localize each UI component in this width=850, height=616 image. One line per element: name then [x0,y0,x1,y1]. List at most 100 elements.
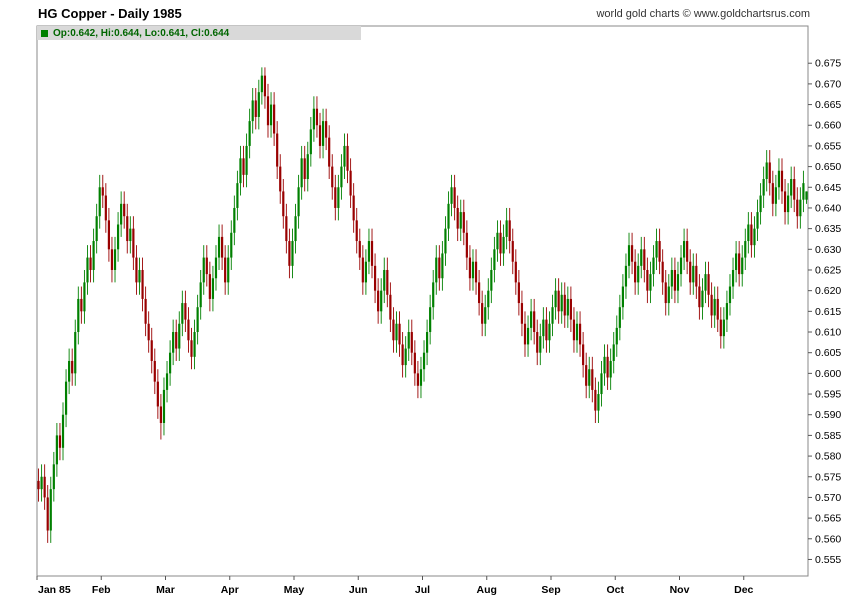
candle-body-down [511,241,514,262]
y-axis-label: 0.595 [815,389,841,401]
candle-body-down [536,332,539,353]
candle-body-up [168,352,172,374]
candle-body-down [156,381,159,407]
candle-body-up [419,369,423,386]
candle-body-up [450,187,453,204]
candle-body-up [380,290,383,312]
candle-body-down [373,265,377,291]
page-title: HG Copper - Daily 1985 [38,6,182,21]
candle-body-up [291,241,294,266]
candle-body-up [116,224,120,250]
y-axis-label: 0.610 [815,327,841,339]
candle-body-up [309,129,312,155]
candle-body-up [493,249,496,270]
candle-body-up [193,332,196,357]
candle-body-down [578,323,582,345]
candle-body-up [55,435,58,465]
candle-body-up [799,199,802,217]
candle-body-down [346,145,349,171]
candle-body-up [395,323,398,341]
candle-body-down [563,294,566,316]
candle-body-up [83,282,86,312]
candle-body-up [230,232,233,258]
candle-body-up [343,145,346,167]
candle-body-up [637,265,640,283]
x-axis-label: Aug [477,584,497,596]
candle-body-up [787,195,790,213]
candle-body-up [560,294,563,312]
candle-body-up [496,232,499,250]
candle-body-down [334,187,337,208]
candle-body-down [144,298,147,324]
y-axis-label: 0.635 [815,223,841,235]
candle-body-up [444,228,447,254]
candle-body-down [456,207,459,229]
candle-body-up [300,158,303,188]
candle-body-down [141,269,144,299]
candle-body-up [765,162,768,180]
y-axis-label: 0.590 [815,409,841,421]
candle-body-down [594,389,597,411]
candle-body-up [52,464,55,490]
candle-body-down [184,303,187,320]
candle-body-up [214,257,218,279]
candle-body-up [667,286,670,304]
candle-body-up [649,274,652,291]
legend-ohlc-text: Op:0.642, Hi:0.644, Lo:0.641, Cl:0.644 [53,27,230,39]
candle-body-up [704,274,707,291]
candle-body-down [557,290,560,312]
x-axis-label: Oct [606,584,624,596]
candle-body-down [689,261,692,283]
candle-body-down [276,133,279,167]
candle-body-up [199,282,202,308]
candle-body-down [478,282,481,304]
x-axis-label: May [284,584,305,596]
y-axis-label: 0.675 [815,58,841,70]
candle-body-down [318,125,322,146]
candle-body-up [575,323,579,341]
candle-body-down [221,236,224,258]
candle-body-up [251,100,254,122]
candle-body-down [401,344,404,366]
candle-body-up [790,179,793,196]
candle-body-up [618,307,621,328]
candle-body-down [303,158,306,180]
candle-body-up [731,269,735,287]
candle-body-up [548,323,551,341]
candle-body-up [530,311,533,328]
y-axis-label: 0.615 [815,306,841,318]
watermark-text: world gold charts © www.goldchartsrus.co… [596,8,810,20]
candle-body-down [719,319,722,337]
x-axis-label: Feb [92,584,111,596]
candle-body-up [432,282,435,308]
candle-body-down [135,257,138,283]
candle-body-down [468,257,472,279]
legend-marker-icon [41,29,48,37]
candle-body-up [425,332,429,353]
candle-body-down [358,241,361,258]
candle-body-up [539,336,542,353]
candle-body-down [517,282,520,304]
candle-body-down [132,228,135,258]
candle-body-down [355,220,358,242]
candle-body-down [315,108,319,126]
y-axis-label: 0.640 [815,202,841,214]
candle-body-down [150,340,153,361]
candle-body-down [46,497,49,531]
candle-body-up [178,323,181,349]
candle-body-up [490,269,493,291]
candle-body-up [321,121,325,146]
candle-body-up [682,241,686,258]
candle-body-up [294,216,297,242]
candle-body-down [716,298,719,320]
candle-body-up [129,228,132,242]
candle-body-up [756,212,759,229]
candle-body-up [64,381,68,415]
candle-body-up [312,108,315,130]
candle-body-up [260,75,263,93]
y-axis-label: 0.660 [815,120,841,132]
candle-body-up [202,257,205,283]
candle-body-up [113,249,117,270]
candle-body-down [738,253,741,275]
